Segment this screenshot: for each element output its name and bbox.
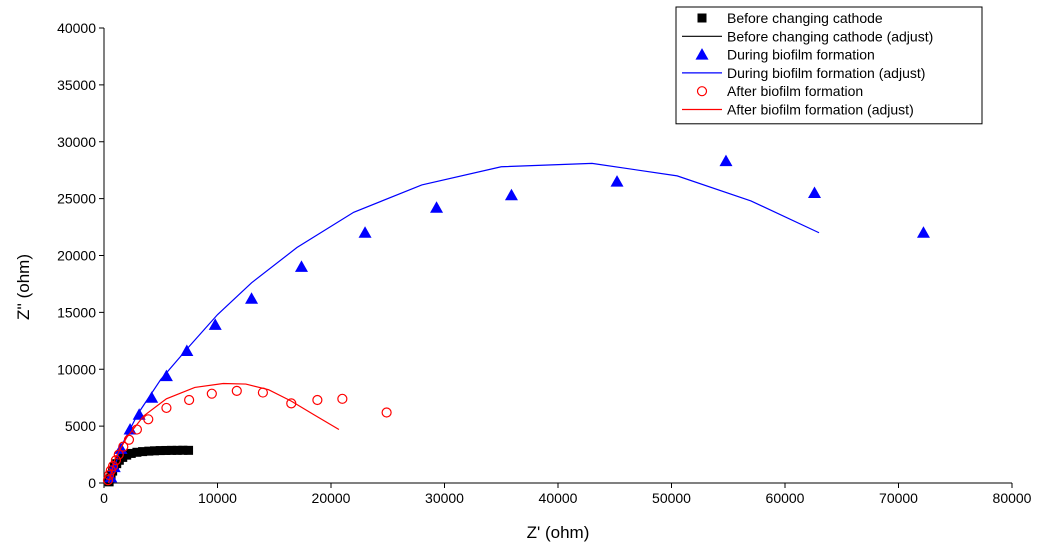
x-tick-label: 40000 xyxy=(539,490,578,506)
series-line xyxy=(109,162,820,484)
data-point xyxy=(184,394,195,406)
y-axis-label: Z'' (ohm) xyxy=(14,254,33,320)
data-point xyxy=(610,175,624,187)
legend-label: Before changing cathode (adjust) xyxy=(727,28,933,44)
x-axis-label: Z' (ohm) xyxy=(527,523,590,542)
data-point xyxy=(504,188,518,201)
data-point xyxy=(118,441,129,452)
series-6 xyxy=(107,382,340,484)
data-point xyxy=(294,260,308,272)
legend-marker xyxy=(695,48,709,60)
data-point xyxy=(430,201,444,213)
legend-label: Before changing cathode xyxy=(727,10,883,26)
x-tick-label: 50000 xyxy=(652,490,691,506)
y-tick-label: 35000 xyxy=(57,77,96,93)
x-tick-label: 10000 xyxy=(198,490,237,506)
series-4 xyxy=(109,162,820,484)
legend-symbol xyxy=(696,86,708,97)
legend-label: After biofilm formation (adjust) xyxy=(727,102,914,118)
data-point xyxy=(358,226,372,238)
data-point xyxy=(916,226,930,238)
y-tick-label: 15000 xyxy=(57,304,96,320)
data-point xyxy=(206,388,217,399)
data-point xyxy=(143,414,154,425)
data-point xyxy=(208,318,222,330)
data-point xyxy=(245,292,259,304)
data-point xyxy=(122,450,132,460)
x-tick-label: 60000 xyxy=(766,490,805,506)
y-tick-label: 30000 xyxy=(57,134,96,150)
data-point xyxy=(231,385,242,396)
y-tick-label: 40000 xyxy=(57,20,96,36)
x-tick-label: 0 xyxy=(100,490,108,506)
data-point xyxy=(145,391,159,403)
data-point xyxy=(107,460,121,473)
y-tick-label: 0 xyxy=(88,475,96,491)
legend-symbol xyxy=(697,13,707,23)
series-3 xyxy=(104,154,930,483)
data-point xyxy=(161,402,172,414)
data-point xyxy=(381,407,392,418)
data-point xyxy=(102,475,114,486)
data-point xyxy=(808,186,822,198)
x-tick-label: 20000 xyxy=(312,490,351,506)
data-point xyxy=(337,393,348,404)
legend-marker xyxy=(697,13,707,23)
data-point xyxy=(719,154,733,167)
x-tick-label: 80000 xyxy=(993,490,1032,506)
y-tick-label: 20000 xyxy=(57,248,96,264)
y-tick-label: 10000 xyxy=(57,361,96,377)
y-tick-label: 25000 xyxy=(57,191,96,207)
series-line xyxy=(107,382,340,484)
x-tick-label: 30000 xyxy=(425,490,464,506)
x-tick-label: 70000 xyxy=(879,490,918,506)
legend-label: During biofilm formation xyxy=(727,47,875,63)
legend-label: During biofilm formation (adjust) xyxy=(727,65,925,81)
legend: Before changing cathode Before changing c… xyxy=(675,6,983,125)
axes: 0 10000 20000 30000 40000 50000 60000 70000 8000… xyxy=(57,20,1032,506)
data-point xyxy=(159,369,173,382)
legend-symbol xyxy=(695,48,709,60)
data-layer xyxy=(102,154,930,487)
legend-label: After biofilm formation xyxy=(727,83,863,99)
y-tick-label: 5000 xyxy=(65,418,96,434)
data-point xyxy=(312,394,323,406)
legend-marker xyxy=(696,86,708,97)
data-point xyxy=(113,449,124,460)
legend-box xyxy=(675,6,983,125)
data-point xyxy=(107,460,119,472)
